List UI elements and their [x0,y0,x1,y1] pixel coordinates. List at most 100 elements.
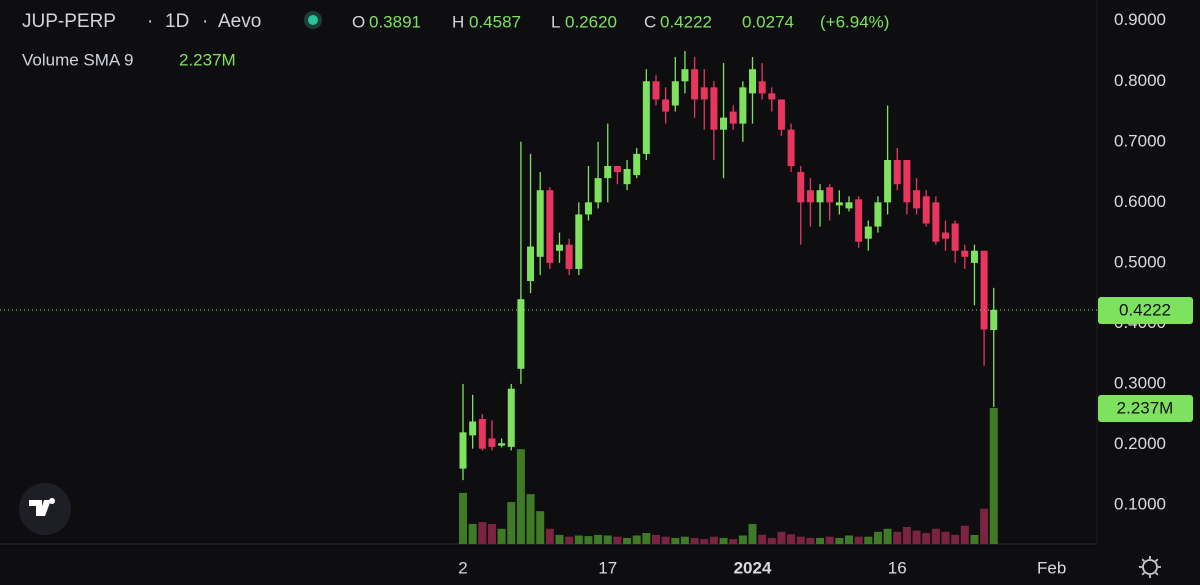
candle-body [662,99,670,112]
volume-bar [671,537,680,544]
volume-bar [893,531,902,544]
volume-bar [574,535,583,544]
volume-bar [468,523,477,544]
x-tick-label: 2 [458,558,467,577]
candle-body [642,81,650,154]
volume-bar [661,536,670,544]
change-percent: (+6.94%) [820,12,889,31]
volume-bar [652,534,660,544]
price-tag-label: 0.4222 [1119,300,1171,319]
candle-body [536,190,544,257]
price-tag [1098,296,1193,324]
candle-body [970,250,978,263]
x-tick-label: 16 [888,558,907,577]
candle-body [556,244,563,251]
volume-bar [748,523,757,544]
indicator-name: Volume SMA 9 [22,50,134,69]
candle-body [478,419,486,449]
y-tick-label: 0.5000 [1114,252,1166,271]
y-tick-label: 0.2000 [1114,434,1166,453]
candle-body [845,202,853,209]
candle-body [488,438,496,447]
y-tick-label: 0.8000 [1114,71,1166,90]
candle-body [951,223,959,251]
symbol: JUP-PERP [22,11,116,32]
candle-body [777,99,785,130]
candle-body [681,69,689,82]
candle-body [652,81,660,100]
gear-ring[interactable] [1142,559,1158,575]
volume-bar [719,537,728,544]
volume-bar [767,537,776,544]
y-tick-label: 0.9000 [1114,10,1166,29]
volume-bar [507,502,516,544]
volume-bar [642,533,651,544]
volume-bar [989,408,998,544]
volume-tag-label: 2.237M [1117,398,1174,417]
volume-bar [526,494,535,544]
candle-body [594,178,602,203]
close-value: 0.4222 [660,12,712,31]
volume-bar [825,536,834,544]
gear-teeth[interactable] [1139,556,1161,578]
volume-bar [536,511,545,544]
y-tick-label: 0.6000 [1114,192,1166,211]
separator: · [202,11,208,32]
settings-gear[interactable] [1139,556,1161,578]
candle-body [565,244,573,269]
candle-body [517,299,525,369]
volume-bar [680,536,689,544]
volume-bar [980,508,989,544]
status-dot [308,15,318,25]
candle-body [710,87,718,130]
low-value: 0.2620 [565,12,617,31]
volume-bar [912,530,921,544]
candle-body [922,196,930,224]
volume-bar [584,536,593,544]
change: 0.0274 [742,12,794,31]
volume-bar [555,534,564,544]
candle-body [527,246,535,282]
x-tick-label: 17 [598,558,617,577]
volume-bar [729,539,738,544]
volume-bar [970,534,979,544]
volume-bar [738,535,747,544]
volume-bar [565,536,574,544]
volume-bar [709,536,718,544]
indicator-value: 2.237M [179,50,236,69]
volume-bar [883,528,892,544]
volume-bar [690,537,699,544]
volume-bar [497,528,506,544]
candle-body [826,187,834,203]
volume-bar [845,535,853,544]
volume-bar [864,536,873,544]
logo-mark[interactable] [29,498,56,516]
y-tick-label: 0.3000 [1114,373,1166,392]
candle-body [729,111,737,124]
high-value: 0.4587 [469,12,521,31]
candle-body [739,87,747,124]
y-tick-label: 0.1000 [1114,494,1166,513]
volume-bar [931,528,940,544]
open-key: O [352,12,365,31]
candle-body [623,169,631,185]
candle-body [459,432,467,469]
volume-bar [787,534,796,544]
candle-body [758,81,766,94]
x-tick-label: 2024 [734,558,772,577]
tradingview-logo[interactable] [19,483,71,535]
candle-body [816,190,824,203]
candle-body [691,69,699,100]
separator: · [147,11,153,32]
volume-bar [873,531,882,544]
candle-body [498,443,506,446]
candle-body [700,87,708,100]
candle-body [835,202,843,206]
volume-bar [478,522,487,544]
candle-body [604,166,612,179]
candle-body [507,388,515,447]
volume-bar [603,535,612,544]
volume-bar [854,536,863,544]
candle-body [671,81,679,106]
